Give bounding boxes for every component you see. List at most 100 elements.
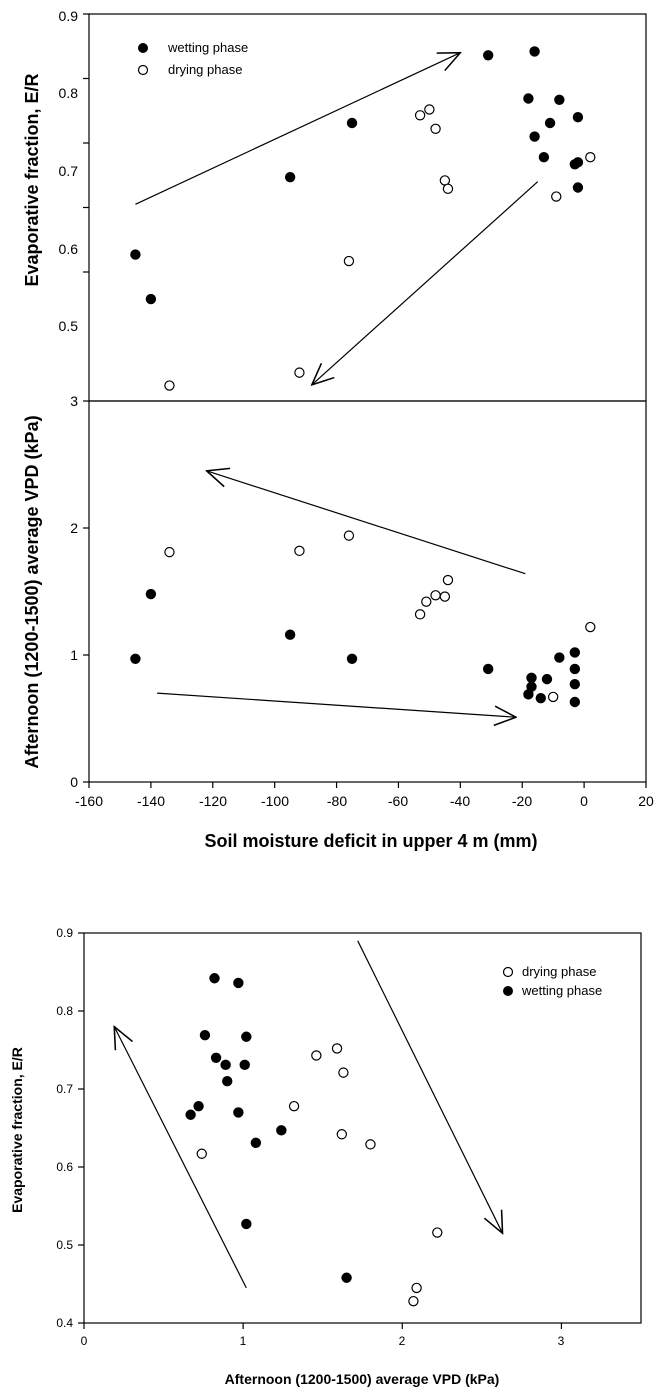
- wetting-phase-point: [210, 1052, 222, 1064]
- drying-phase-point: [196, 1148, 207, 1159]
- drying-phase-point: [421, 596, 432, 607]
- bottom-panel-frame: [83, 932, 642, 1324]
- y-tick-label: 0.5: [56, 1238, 73, 1252]
- x-tick-label: 0: [81, 1334, 88, 1348]
- trend-arrow: [157, 692, 516, 717]
- drying-phase-point: [414, 609, 426, 620]
- drying-phase-point: [365, 1139, 376, 1150]
- drying-phase-point: [585, 621, 596, 633]
- wetting-phase-point: [341, 1272, 352, 1283]
- wetting-phase-point: [241, 1031, 252, 1042]
- middle-panel-frame: [88, 400, 647, 783]
- wetting-phase-point: [535, 692, 546, 704]
- wetting-phase-point: [130, 653, 141, 665]
- wetting-phase-point: [233, 1107, 244, 1118]
- x-tick-label: -20: [512, 793, 532, 809]
- trend-arrow: [114, 1027, 247, 1289]
- legend-marker-wetting-phase: [138, 43, 148, 53]
- bottom-panel-ticks: [78, 932, 563, 1329]
- drying-phase-point: [343, 530, 355, 541]
- bottom-panel-x-tick-labels: 0 1 2 3: [81, 1334, 565, 1348]
- y-tick-label: 3: [70, 393, 78, 409]
- x-tick-label: 1: [240, 1334, 247, 1348]
- x-tick-label: 3: [558, 1334, 565, 1348]
- wetting-phase-point: [523, 689, 534, 700]
- bottom-panel-x-axis-label: Afternoon (1200-1500) average VPD (kPa): [225, 1371, 500, 1387]
- drying-phase-point: [551, 191, 562, 202]
- bottom-panel-y-axis-label: Evaporative fraction, E/R: [9, 1047, 25, 1213]
- wetting-phase-point: [569, 647, 581, 658]
- drying-phase-point: [408, 1295, 419, 1307]
- x-tick-label: -160: [75, 793, 103, 809]
- wetting-phase-point: [554, 94, 565, 105]
- drying-phase-point: [311, 1050, 322, 1061]
- wetting-phase-point: [544, 117, 556, 129]
- y-tick-label: 0: [70, 774, 78, 790]
- wetting-phase-point: [346, 653, 358, 665]
- wetting-phase-point: [199, 1029, 211, 1041]
- bottom-panel-legend: drying phase wetting phase: [502, 964, 602, 998]
- legend-marker-drying-phase: [502, 966, 514, 978]
- wetting-phase-point: [145, 588, 157, 600]
- top-panel: 0.5 0.6 0.7 0.8 0.9 Evaporative fraction…: [22, 8, 647, 402]
- wetting-phase-point: [241, 1218, 252, 1230]
- drying-phase-point: [294, 367, 305, 378]
- drying-phase-point: [164, 380, 175, 391]
- drying-phase-point: [442, 183, 454, 194]
- wetting-phase-point: [569, 159, 581, 170]
- y-tick-label: 0.5: [59, 318, 79, 334]
- drying-phase-point: [442, 574, 454, 586]
- trend-arrow: [135, 53, 460, 205]
- drying-phase-point: [336, 1129, 348, 1140]
- top-panel-y-tick-labels: 0.5 0.6 0.7 0.8 0.9: [59, 8, 79, 334]
- top-panel-y-ticks: [83, 13, 89, 273]
- middle-panel: 0 1 2 3 -160 -140 -120 -100 -80 -60 -40 …: [22, 393, 654, 851]
- y-tick-label: 1: [70, 647, 78, 663]
- bottom-panel-points: [185, 973, 443, 1307]
- trend-arrow: [312, 181, 539, 385]
- legend-marker-drying-phase: [137, 64, 149, 76]
- wetting-phase-point: [482, 663, 494, 675]
- bottom-panel: 0.4 0.5 0.6 0.7 0.8 0.9 0 1 2 3 Evaporat…: [9, 926, 642, 1387]
- wetting-phase-point: [523, 93, 534, 104]
- wetting-phase-point: [569, 663, 581, 675]
- x-tick-label: 2: [399, 1334, 406, 1348]
- drying-phase-point: [432, 1227, 443, 1238]
- x-tick-label: 0: [580, 793, 588, 809]
- x-tick-label: -140: [137, 793, 165, 809]
- top-panel-legend: wetting phase drying phase: [137, 40, 248, 77]
- middle-panel-arrows: [157, 471, 526, 717]
- legend-label-wetting-phase: wetting phase: [521, 983, 602, 998]
- wetting-phase-point: [529, 46, 540, 57]
- middle-panel-points: [130, 530, 596, 708]
- y-tick-label: 2: [70, 520, 78, 536]
- bottom-panel-y-tick-labels: 0.4 0.5 0.6 0.7 0.8 0.9: [56, 926, 73, 1330]
- x-tick-label: -100: [261, 793, 289, 809]
- y-tick-label: 0.4: [56, 1316, 73, 1330]
- x-tick-label: -60: [388, 793, 408, 809]
- wetting-phase-point: [193, 1100, 204, 1112]
- top-panel-y-axis-label: Evaporative fraction, E/R: [22, 73, 42, 286]
- drying-phase-point: [164, 546, 175, 558]
- wetting-phase-point: [572, 182, 584, 193]
- drying-phase-point: [414, 110, 426, 121]
- wetting-phase-point: [284, 629, 296, 640]
- wetting-phase-point: [529, 131, 540, 142]
- x-tick-label: -80: [327, 793, 347, 809]
- middle-panel-x-tick-labels: -160 -140 -120 -100 -80 -60 -40 -20 0 20: [75, 793, 654, 809]
- drying-phase-point: [338, 1067, 349, 1078]
- drying-phase-point: [439, 591, 451, 602]
- trend-arrow: [207, 471, 526, 575]
- wetting-phase-point: [482, 50, 494, 61]
- y-tick-label: 0.6: [59, 241, 79, 257]
- y-tick-label: 0.7: [59, 163, 79, 179]
- drying-phase-point: [294, 545, 305, 557]
- wetting-phase-point: [209, 973, 220, 984]
- wetting-phase-point: [145, 293, 157, 305]
- x-tick-label: -40: [450, 793, 470, 809]
- wetting-phase-point: [233, 977, 244, 989]
- y-tick-label: 0.8: [59, 85, 79, 101]
- drying-phase-point: [430, 123, 441, 135]
- wetting-phase-point: [541, 673, 553, 685]
